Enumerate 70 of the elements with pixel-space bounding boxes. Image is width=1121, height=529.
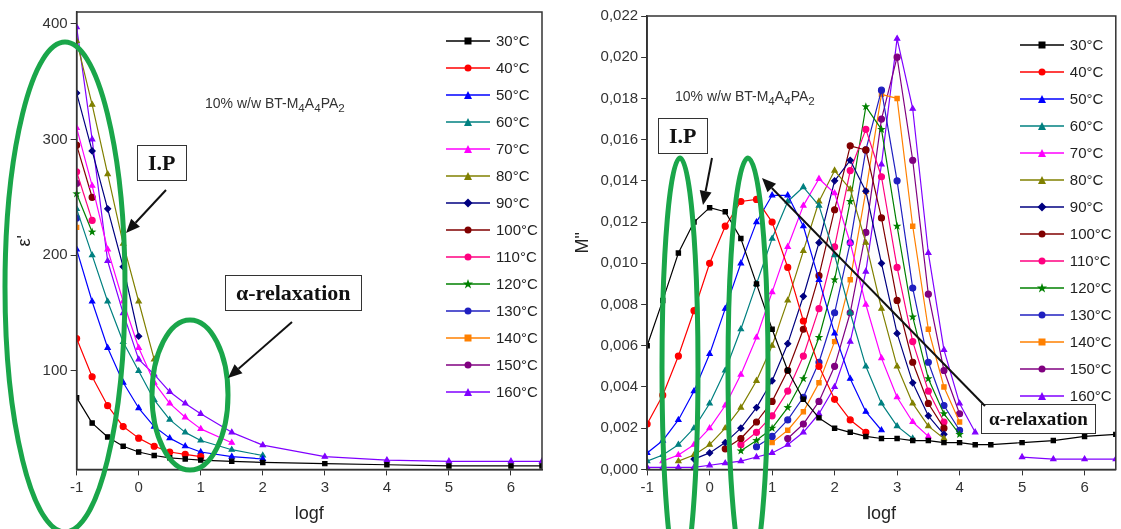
legend-label: 80°C bbox=[496, 167, 530, 184]
y-tick-label: 0,018 bbox=[600, 88, 639, 106]
legend-label: 80°C bbox=[1069, 171, 1104, 188]
y-tick-label: 0,002 bbox=[600, 418, 639, 436]
annotation: α-relaxation bbox=[981, 404, 1096, 434]
y-tick-label: 0,000 bbox=[600, 459, 639, 477]
y-tick-label: 0,020 bbox=[600, 47, 639, 65]
legend-label: 90°C bbox=[496, 194, 530, 211]
legend-label: 100°C bbox=[496, 221, 538, 238]
legend-label: 70°C bbox=[1069, 144, 1104, 161]
annotation: I.P bbox=[658, 118, 708, 154]
x-axis-title: logf bbox=[294, 503, 325, 524]
x-tick-label: 0 bbox=[134, 477, 143, 495]
legend-label: 120°C bbox=[496, 275, 538, 292]
y-tick-label: 0,022 bbox=[600, 6, 639, 24]
legend-label: 160°C bbox=[1069, 387, 1112, 404]
y-tick-label: 0,014 bbox=[600, 171, 639, 189]
x-tick-label: 3 bbox=[320, 477, 329, 495]
annotation: α-relaxation bbox=[225, 275, 362, 311]
x-tick-label: 6 bbox=[506, 477, 516, 495]
annotation: 10% w/w BT-M$_{4}$A$_{4}$PA$_{2}$ bbox=[205, 95, 345, 114]
legend-label: 90°C bbox=[1069, 198, 1104, 215]
x-tick-label: 5 bbox=[444, 477, 454, 495]
y-tick-label: 0,004 bbox=[600, 377, 639, 395]
legend-label: 60°C bbox=[496, 113, 530, 130]
legend-label: 110°C bbox=[1069, 252, 1111, 269]
x-tick-label: 3 bbox=[892, 477, 902, 495]
y-axis-title: ε' bbox=[13, 234, 34, 247]
x-tick-label: 4 bbox=[382, 477, 392, 495]
x-tick-label: 0 bbox=[705, 477, 714, 495]
legend-label: 130°C bbox=[1069, 306, 1112, 323]
legend-label: 40°C bbox=[496, 59, 530, 76]
y-tick-label: 0,012 bbox=[600, 212, 639, 230]
y-tick-label: 0,010 bbox=[600, 253, 639, 271]
legend-label: 160°C bbox=[496, 383, 538, 400]
x-tick-label: 4 bbox=[955, 477, 964, 495]
legend-label: 110°C bbox=[496, 248, 537, 265]
legend-label: 50°C bbox=[496, 86, 530, 103]
x-axis-title: logf bbox=[866, 503, 897, 524]
x-tick-label: 1 bbox=[767, 477, 777, 495]
legend-label: 60°C bbox=[1069, 117, 1104, 134]
legend-label: 150°C bbox=[1069, 360, 1112, 377]
x-tick-label: 5 bbox=[1017, 477, 1027, 495]
legend-label: 140°C bbox=[496, 329, 538, 346]
x-tick-label: 2 bbox=[830, 477, 839, 495]
annotation: I.P bbox=[137, 145, 187, 181]
x-tick-label: -1 bbox=[640, 477, 654, 495]
y-tick-label: 400 bbox=[42, 13, 68, 31]
y-tick-label: 100 bbox=[42, 361, 68, 379]
y-tick-label: 0,006 bbox=[600, 335, 639, 353]
legend-label: 30°C bbox=[1069, 36, 1104, 53]
legend-label: 130°C bbox=[496, 302, 538, 319]
x-tick-label: -1 bbox=[69, 477, 84, 495]
annotation: 10% w/w BT-M$_{4}$A$_{4}$PA$_{2}$ bbox=[675, 88, 815, 107]
y-tick-label: 200 bbox=[42, 245, 68, 263]
y-tick-label: 300 bbox=[42, 129, 68, 147]
y-axis-title: M" bbox=[571, 232, 592, 254]
y-tick-label: 0,008 bbox=[600, 294, 639, 312]
legend-label: 70°C bbox=[496, 140, 530, 157]
legend-label: 30°C bbox=[496, 32, 530, 49]
legend-label: 40°C bbox=[1069, 63, 1104, 80]
x-tick-label: 1 bbox=[196, 477, 205, 495]
legend-label: 100°C bbox=[1069, 225, 1112, 242]
legend-label: 150°C bbox=[496, 356, 538, 373]
y-tick-label: 0,016 bbox=[600, 129, 639, 147]
legend-label: 120°C bbox=[1069, 279, 1112, 296]
legend-label: 50°C bbox=[1069, 90, 1104, 107]
legend-label: 140°C bbox=[1069, 333, 1112, 350]
x-tick-label: 6 bbox=[1080, 477, 1089, 495]
x-tick-label: 2 bbox=[258, 477, 267, 495]
